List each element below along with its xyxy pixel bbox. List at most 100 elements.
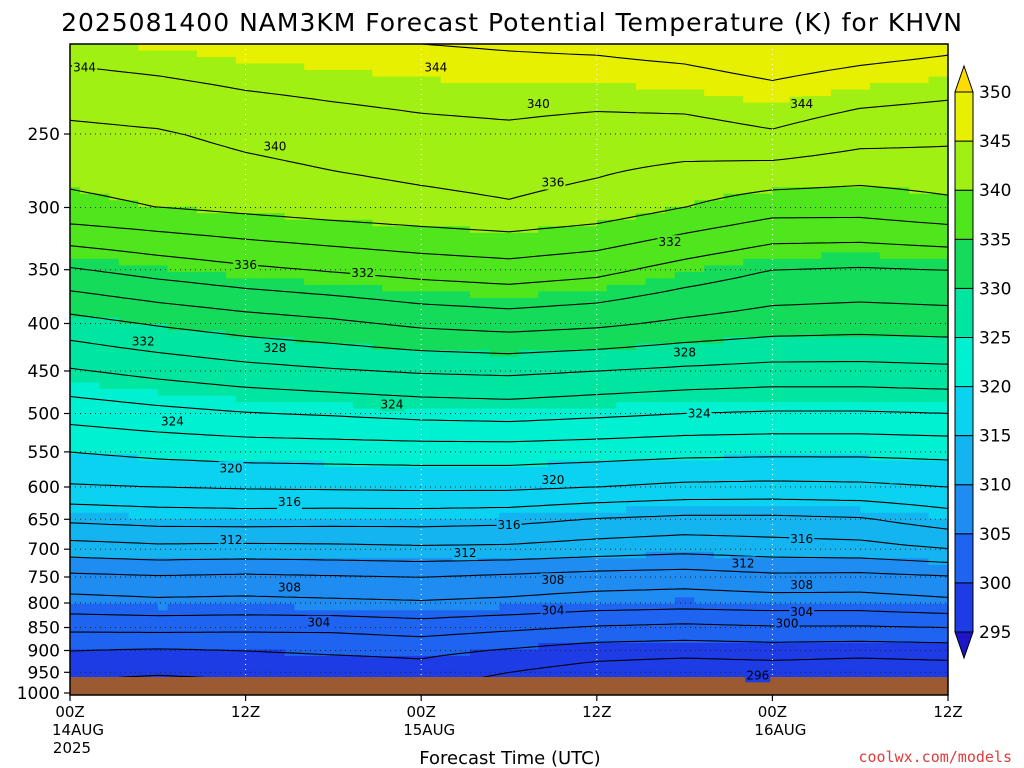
theta-cell	[830, 291, 842, 299]
theta-cell	[109, 96, 120, 104]
theta-cell	[99, 89, 110, 97]
theta-cell	[626, 167, 637, 175]
theta-cell	[118, 343, 130, 351]
theta-cell	[313, 57, 325, 65]
theta-cell	[235, 245, 247, 253]
theta-cell	[440, 291, 452, 299]
theta-cell	[235, 395, 247, 403]
theta-cell	[606, 284, 617, 292]
theta-cell	[411, 154, 422, 162]
theta-cell	[265, 57, 276, 65]
theta-cell	[762, 258, 773, 266]
theta-cell	[187, 336, 198, 345]
theta-cell	[879, 50, 891, 58]
theta-cell	[577, 167, 588, 175]
theta-cell	[167, 304, 178, 312]
theta-cell	[509, 336, 520, 345]
theta-cell	[557, 239, 569, 247]
theta-cell	[704, 96, 715, 104]
theta-cell	[391, 258, 403, 266]
theta-cell	[635, 154, 647, 162]
theta-cell	[313, 369, 325, 377]
theta-cell	[323, 167, 334, 175]
theta-cell	[674, 206, 686, 214]
theta-cell	[460, 336, 471, 345]
theta-cell	[235, 50, 247, 58]
theta-cell	[226, 109, 237, 117]
theta-cell	[567, 187, 578, 195]
theta-cell	[430, 310, 442, 319]
theta-cell	[616, 102, 627, 110]
theta-cell	[401, 362, 413, 371]
theta-cell	[460, 310, 471, 319]
theta-cell	[499, 402, 510, 410]
chart-title: 2025081400 NAM3KM Forecast Potential Tem…	[61, 8, 963, 37]
theta-cell	[226, 389, 237, 397]
theta-cell	[284, 128, 295, 136]
theta-cell	[450, 148, 461, 156]
theta-cell	[460, 70, 471, 78]
theta-cell	[557, 343, 569, 351]
theta-cell	[606, 271, 617, 279]
theta-cell	[352, 128, 364, 136]
theta-cell	[626, 96, 637, 104]
theta-cell	[869, 343, 881, 351]
theta-cell	[79, 219, 91, 227]
theta-cell	[704, 297, 715, 305]
theta-cell	[430, 115, 442, 123]
theta-cell	[226, 57, 237, 65]
theta-cell	[284, 50, 295, 58]
theta-cell	[489, 284, 500, 292]
theta-cell	[70, 317, 81, 325]
theta-cell	[313, 284, 325, 292]
theta-cell	[830, 349, 842, 358]
theta-cell	[118, 336, 130, 345]
theta-cell	[694, 213, 705, 221]
theta-cell	[411, 245, 422, 253]
theta-cell	[343, 148, 354, 156]
theta-cell	[148, 304, 159, 312]
theta-cell	[509, 369, 520, 377]
theta-cell	[694, 310, 705, 319]
theta-cell	[684, 213, 695, 221]
theta-cell	[196, 200, 208, 208]
theta-cell	[811, 44, 822, 52]
theta-cell	[596, 180, 608, 188]
theta-cell	[704, 369, 715, 377]
theta-cell	[411, 362, 422, 371]
theta-cell	[713, 200, 725, 208]
theta-cell	[352, 109, 364, 117]
theta-cell	[128, 284, 139, 292]
theta-cell	[626, 141, 637, 149]
theta-cell	[509, 297, 520, 305]
theta-cell	[362, 219, 374, 227]
theta-cell	[918, 128, 930, 136]
theta-cell	[216, 349, 227, 358]
theta-cell	[889, 310, 900, 319]
theta-cell	[821, 252, 832, 260]
theta-cell	[313, 154, 325, 162]
theta-cell	[138, 115, 149, 123]
theta-cell	[430, 271, 442, 279]
theta-cell	[801, 271, 813, 279]
theta-cell	[577, 219, 588, 227]
theta-cell	[109, 232, 120, 240]
theta-cell	[567, 128, 578, 136]
theta-cell	[801, 154, 813, 162]
theta-cell	[733, 356, 744, 364]
theta-cell	[840, 167, 852, 175]
theta-cell	[245, 297, 256, 305]
theta-cell	[440, 278, 452, 286]
theta-cell	[723, 356, 734, 364]
theta-cell	[362, 336, 374, 345]
theta-cell	[869, 148, 881, 156]
theta-cell	[577, 382, 588, 390]
theta-cell	[889, 161, 900, 169]
theta-cell	[109, 304, 120, 312]
theta-cell	[860, 297, 871, 305]
theta-cell	[899, 232, 910, 240]
theta-cell	[869, 96, 881, 104]
theta-cell	[762, 284, 773, 292]
theta-cell	[830, 382, 842, 390]
theta-cell	[577, 395, 588, 403]
